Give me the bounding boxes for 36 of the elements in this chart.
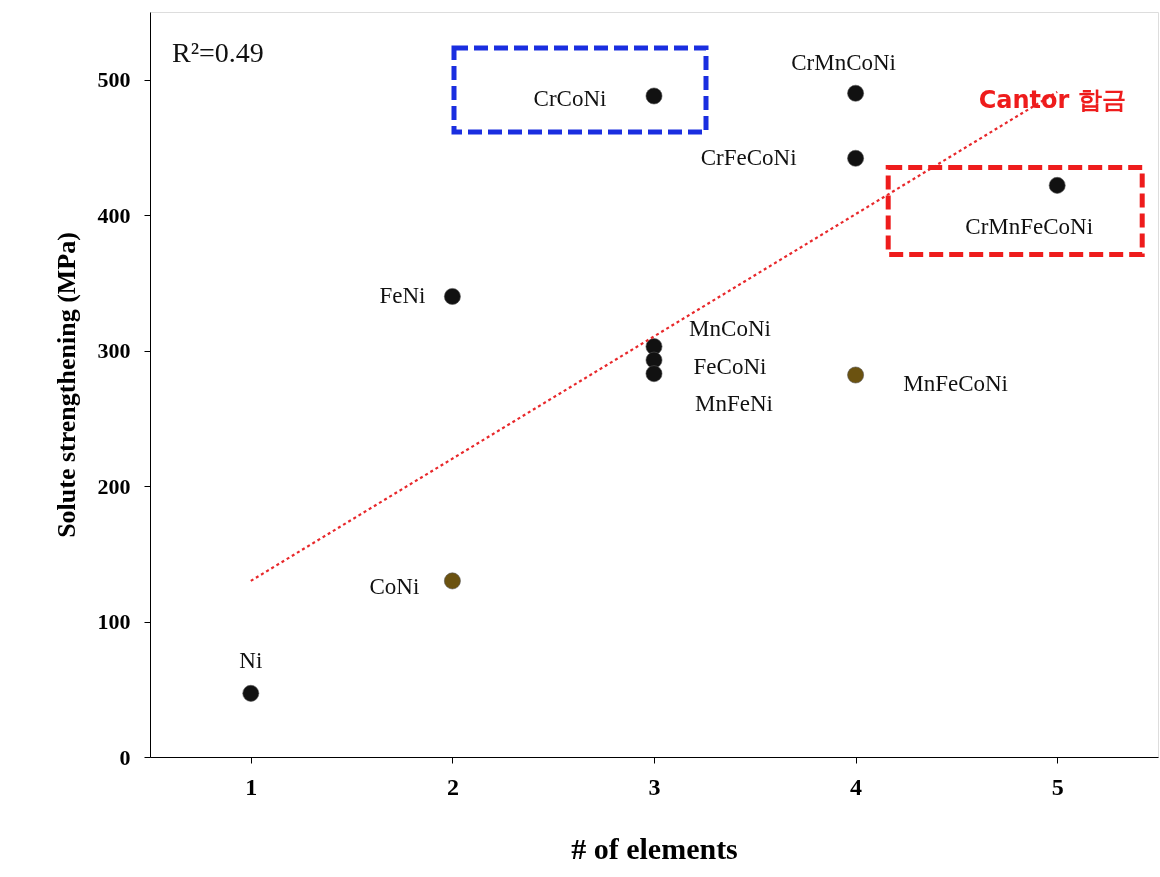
annotation: CoNi — [369, 573, 420, 599]
x-tick-label: 3 — [648, 773, 661, 800]
annotation: MnCoNi — [689, 315, 771, 341]
point — [847, 366, 864, 384]
x-tick-label: 4 — [850, 773, 863, 800]
annotation: R²=0.49 — [172, 37, 264, 68]
annotation: Cantor 합금 — [978, 86, 1126, 115]
annotation: CrMnFeCoNi — [965, 214, 1094, 240]
annotation: CrCoNi — [533, 85, 607, 111]
y-tick-label: 300 — [97, 338, 131, 364]
y-axis-title: Solute strengthening (MPa) — [51, 232, 81, 538]
y-tick-label: 0 — [119, 744, 131, 770]
x-tick-label: 2 — [446, 773, 459, 800]
point — [444, 288, 461, 305]
annotation: FeNi — [379, 283, 426, 309]
y-tick-label: 400 — [97, 202, 131, 228]
y-tick-label: 100 — [97, 609, 131, 635]
x-tick-label: 5 — [1051, 773, 1064, 800]
annotation: CrMnCoNi — [791, 50, 896, 76]
y-tick-label: 500 — [97, 67, 131, 93]
x-tick-label: 1 — [245, 773, 258, 800]
annotation: MnFeNi — [695, 390, 773, 416]
x-axis-title: # of elements — [571, 831, 738, 865]
point — [242, 684, 260, 702]
point — [645, 87, 663, 105]
annotation: FeCoNi — [693, 354, 767, 380]
y-tick-label: 200 — [97, 473, 131, 499]
point — [444, 572, 461, 590]
annotation: MnFeCoNi — [903, 371, 1008, 397]
point — [847, 84, 864, 102]
point — [645, 351, 663, 369]
annotation: CrFeCoNi — [700, 145, 797, 171]
point — [847, 149, 864, 167]
annotation: Ni — [239, 648, 263, 674]
point — [645, 365, 663, 383]
point — [1048, 177, 1066, 194]
